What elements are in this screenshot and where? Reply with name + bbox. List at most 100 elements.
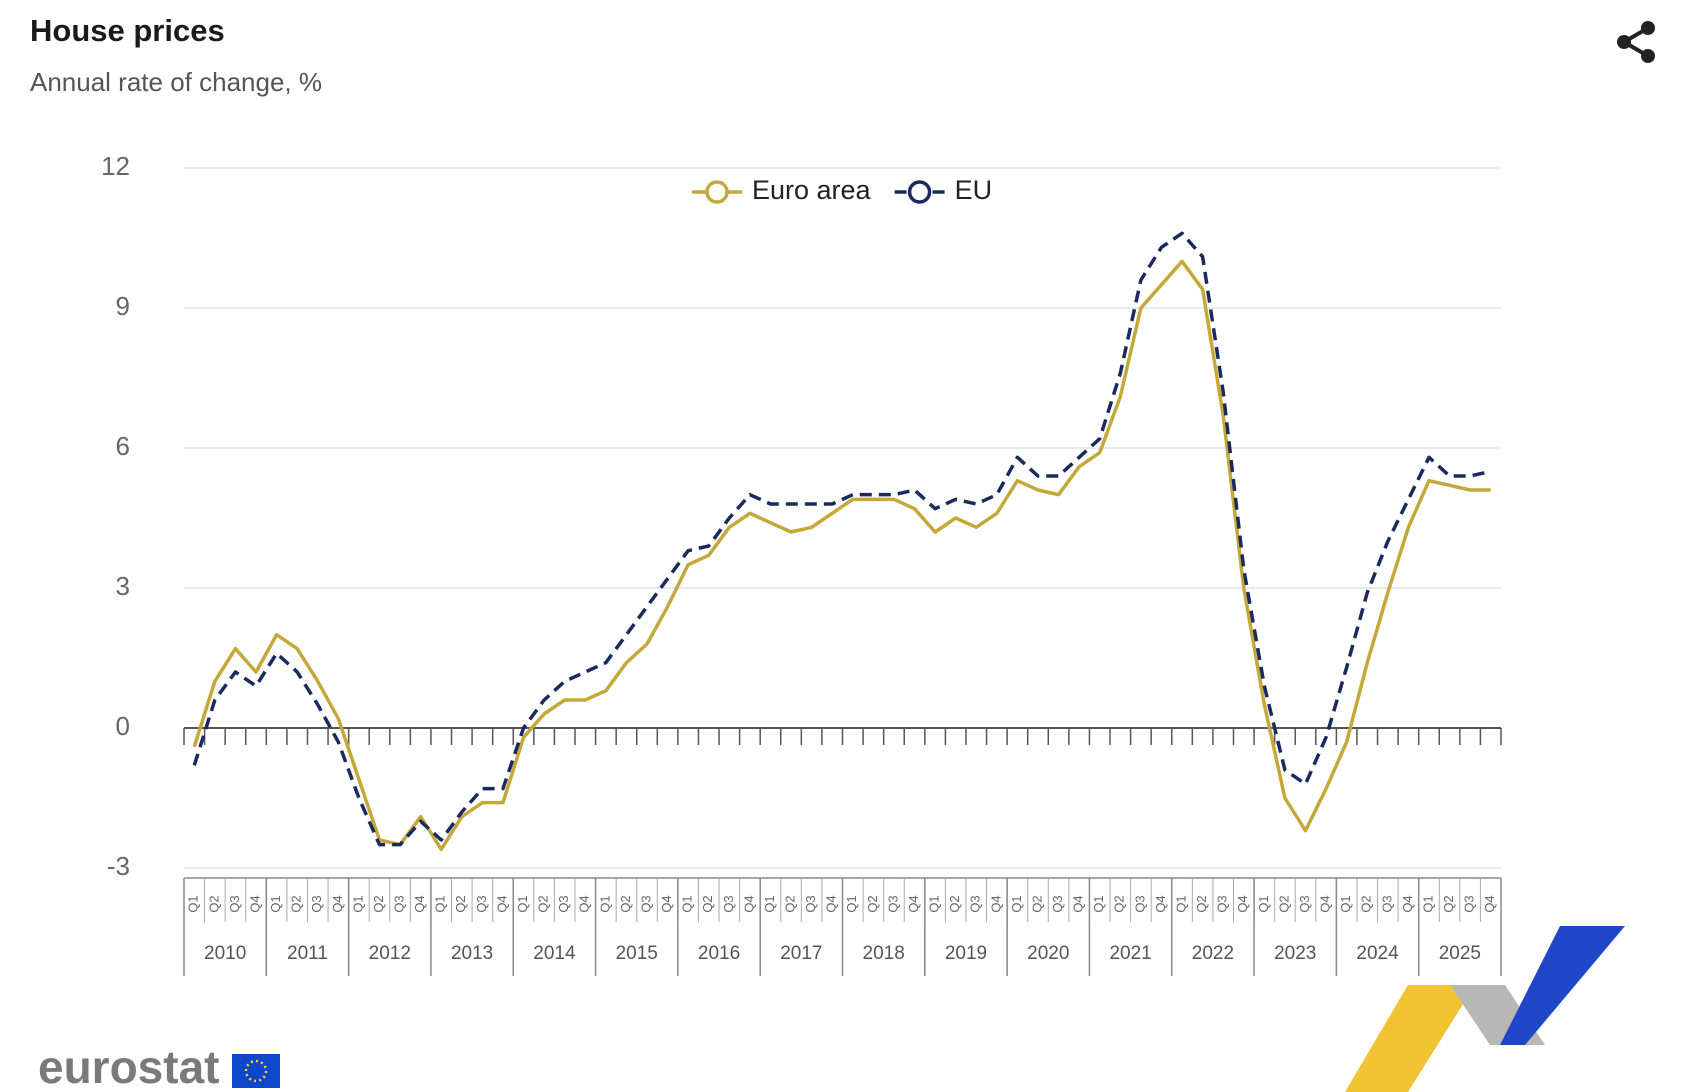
x-group-label: 2025	[1439, 943, 1481, 964]
logo-text: eurostat	[38, 1041, 219, 1092]
x-tick-label: Q3	[1297, 895, 1312, 912]
x-tick-label: Q4	[577, 895, 592, 912]
x-group-label: 2020	[1027, 943, 1069, 964]
legend-item: Euro area	[692, 175, 872, 205]
x-tick-label: Q2	[1276, 895, 1291, 912]
x-tick-label: Q3	[392, 895, 407, 912]
y-tick-label: 0	[116, 711, 130, 741]
x-tick-label: Q3	[885, 895, 900, 912]
x-tick-label: Q2	[536, 895, 551, 912]
legend-item: EU	[894, 175, 993, 205]
x-group-label: 2015	[616, 943, 658, 964]
x-tick-label: Q1	[1338, 895, 1353, 912]
x-tick-label: Q4	[741, 895, 756, 912]
x-tick-label: Q3	[1462, 895, 1477, 912]
x-tick-label: Q2	[782, 895, 797, 912]
legend-marker	[705, 180, 729, 204]
x-tick-label: Q4	[906, 895, 921, 912]
x-tick-label: Q2	[1441, 895, 1456, 912]
x-group-label: 2016	[698, 943, 740, 964]
x-group-label: 2024	[1356, 943, 1399, 964]
x-group-label: 2018	[863, 943, 905, 964]
x-tick-label: Q3	[1050, 895, 1065, 912]
x-tick-label: Q2	[700, 895, 715, 912]
series-line	[192, 231, 1492, 847]
x-tick-label: Q2	[1029, 895, 1044, 912]
x-tick-label: Q1	[1256, 895, 1271, 912]
x-tick-label: Q3	[556, 895, 571, 912]
x-tick-label: Q1	[762, 895, 777, 912]
x-tick-label: Q2	[453, 895, 468, 912]
x-tick-label: Q3	[1379, 895, 1394, 912]
x-tick-label: Q4	[412, 895, 427, 912]
x-group-label: 2021	[1109, 943, 1151, 964]
x-tick-label: Q3	[721, 895, 736, 912]
x-group-label: 2023	[1274, 943, 1316, 964]
x-group-label: 2019	[945, 943, 987, 964]
y-tick-label: 9	[116, 291, 130, 321]
x-group-label: 2012	[369, 943, 411, 964]
x-tick-label: Q3	[968, 895, 983, 912]
x-tick-label: Q2	[206, 895, 221, 912]
x-tick-label: Q4	[247, 895, 262, 912]
x-tick-label: Q2	[618, 895, 633, 912]
x-tick-label: Q4	[659, 895, 674, 912]
x-tick-label: Q3	[474, 895, 489, 912]
x-tick-label: Q3	[803, 895, 818, 912]
chart-subtitle: Annual rate of change, %	[30, 67, 322, 97]
x-tick-label: Q1	[680, 895, 695, 912]
y-tick-label: 12	[101, 151, 130, 181]
x-tick-label: Q2	[371, 895, 386, 912]
x-tick-label: Q1	[844, 895, 859, 912]
x-tick-label: Q2	[947, 895, 962, 912]
x-tick-label: Q4	[1318, 895, 1333, 912]
x-tick-label: Q1	[597, 895, 612, 912]
x-tick-label: Q2	[289, 895, 304, 912]
y-tick-label: 6	[116, 431, 130, 461]
x-tick-label: Q4	[988, 895, 1003, 912]
x-tick-label: Q2	[1359, 895, 1374, 912]
x-tick-label: Q4	[1235, 895, 1250, 912]
decor-ribbon	[1345, 926, 1625, 1092]
x-group-label: 2014	[533, 943, 576, 964]
x-tick-label: Q3	[227, 895, 242, 912]
series-line	[192, 259, 1491, 852]
chart-title: House prices	[30, 13, 225, 48]
y-tick-label: 3	[116, 571, 130, 601]
x-tick-label: Q4	[1482, 895, 1497, 912]
x-tick-label: Q2	[865, 895, 880, 912]
x-group-label: 2022	[1192, 943, 1234, 964]
x-tick-label: Q1	[1009, 895, 1024, 912]
x-tick-label: Q3	[1215, 895, 1230, 912]
x-tick-label: Q1	[1420, 895, 1435, 912]
x-group-label: 2011	[287, 943, 328, 964]
x-tick-label: Q3	[309, 895, 324, 912]
x-tick-label: Q1	[350, 895, 365, 912]
legend-label: Euro area	[752, 175, 872, 205]
x-tick-label: Q4	[824, 895, 839, 912]
eu-flag	[232, 1054, 280, 1088]
share-icon[interactable]	[1617, 21, 1655, 63]
y-tick-label: -3	[107, 851, 130, 881]
x-tick-label: Q1	[515, 895, 530, 912]
x-tick-label: Q1	[268, 895, 283, 912]
legend-label: EU	[955, 175, 993, 205]
x-tick-label: Q4	[494, 895, 509, 912]
x-tick-label: Q3	[1132, 895, 1147, 912]
x-tick-label: Q4	[1400, 895, 1415, 912]
x-tick-label: Q4	[330, 895, 345, 912]
x-tick-label: Q1	[1173, 895, 1188, 912]
x-tick-label: Q4	[1153, 895, 1168, 912]
x-tick-label: Q1	[1091, 895, 1106, 912]
x-tick-label: Q4	[1071, 895, 1086, 912]
x-tick-label: Q3	[638, 895, 653, 912]
x-group-label: 2013	[451, 943, 493, 964]
x-tick-label: Q1	[927, 895, 942, 912]
x-tick-label: Q1	[433, 895, 448, 912]
x-group-label: 2017	[780, 943, 822, 964]
x-tick-label: Q2	[1112, 895, 1127, 912]
x-tick-label: Q1	[186, 895, 201, 912]
x-group-label: 2010	[204, 943, 246, 964]
legend-marker	[907, 180, 932, 204]
